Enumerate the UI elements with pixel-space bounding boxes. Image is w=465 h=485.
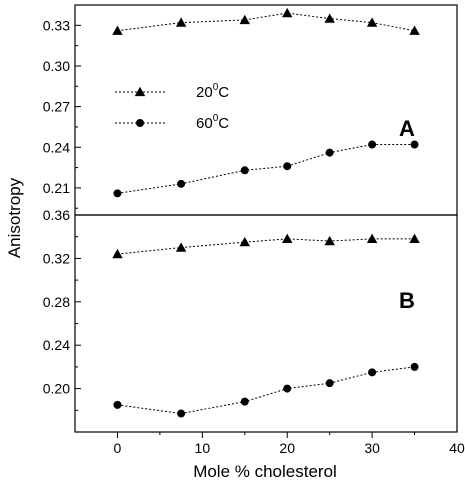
x-axis: 0 10 20 30 40 bbox=[114, 432, 465, 456]
y-tick-label: 0.24 bbox=[43, 337, 70, 353]
data-point-triangle bbox=[282, 7, 293, 18]
legend-marker-circle bbox=[136, 119, 144, 127]
legend-label: 600C bbox=[196, 113, 229, 132]
data-point-circle bbox=[283, 384, 292, 393]
data-point-triangle bbox=[409, 25, 420, 35]
legend-value: 20 bbox=[196, 84, 213, 101]
y-tick-label: 0.24 bbox=[43, 139, 70, 155]
data-point-triangle bbox=[175, 17, 187, 27]
data-point-circle bbox=[410, 362, 419, 371]
data-point-triangle bbox=[324, 13, 335, 23]
series-line-circle bbox=[117, 144, 415, 194]
y-tick-label: 0.21 bbox=[43, 180, 70, 196]
y-axis-title: Anisotropy bbox=[5, 177, 24, 258]
legend-unit: C bbox=[218, 84, 229, 101]
y-tick-label: 0.32 bbox=[43, 250, 70, 266]
data-point-circle bbox=[113, 189, 122, 198]
data-point-circle bbox=[368, 140, 377, 149]
panel-label: A bbox=[399, 116, 415, 141]
data-point-triangle bbox=[366, 17, 378, 27]
x-tick-label: 0 bbox=[114, 440, 122, 456]
data-point-triangle bbox=[282, 233, 293, 244]
panel-frame bbox=[74, 214, 458, 433]
data-point-triangle bbox=[175, 242, 187, 252]
y-tick-label: 0.30 bbox=[43, 58, 70, 74]
panel-frame bbox=[74, 4, 458, 216]
data-point-triangle bbox=[324, 235, 335, 246]
panel-a: 0.21 0.24 0.27 0.30 0.33 A bbox=[43, 4, 458, 216]
data-point-circle bbox=[410, 140, 419, 149]
data-point-triangle bbox=[239, 236, 250, 247]
y-tick-label: 0.27 bbox=[43, 99, 70, 115]
x-tick-label: 10 bbox=[195, 440, 211, 456]
data-point-circle bbox=[240, 397, 249, 406]
panel-label: B bbox=[399, 288, 415, 313]
panel-b: 0.20 0.24 0.28 0.32 0.36 B bbox=[43, 207, 458, 433]
x-axis-title: Mole % cholesterol bbox=[193, 462, 337, 481]
legend-value: 60 bbox=[196, 115, 213, 132]
legend-superscript: 0 bbox=[213, 113, 219, 124]
x-tick-label: 30 bbox=[364, 440, 380, 456]
data-point-triangle bbox=[112, 248, 123, 259]
data-point-circle bbox=[325, 379, 334, 388]
x-tick-label: 20 bbox=[279, 440, 295, 456]
data-point-circle bbox=[240, 166, 249, 175]
y-tick-label: 0.20 bbox=[43, 381, 70, 397]
data-point-circle bbox=[113, 400, 122, 409]
y-tick-label: 0.36 bbox=[43, 207, 70, 223]
data-point-triangle bbox=[409, 233, 420, 244]
y-tick-label: 0.28 bbox=[43, 294, 70, 310]
y-tick-label: 0.33 bbox=[43, 17, 70, 33]
data-point-circle bbox=[177, 409, 186, 418]
legend-superscript: 0 bbox=[213, 82, 219, 93]
legend-label: 200C bbox=[196, 82, 229, 101]
data-point-triangle bbox=[366, 233, 378, 244]
data-point-circle bbox=[177, 179, 186, 188]
data-point-circle bbox=[368, 368, 377, 377]
data-point-triangle bbox=[112, 25, 123, 35]
data-point-triangle bbox=[239, 14, 250, 25]
legend-marker-triangle bbox=[134, 86, 146, 97]
x-tick-label: 40 bbox=[449, 440, 465, 456]
data-point-circle bbox=[325, 148, 334, 157]
legend-unit: C bbox=[218, 115, 229, 132]
data-point-circle bbox=[283, 162, 292, 171]
